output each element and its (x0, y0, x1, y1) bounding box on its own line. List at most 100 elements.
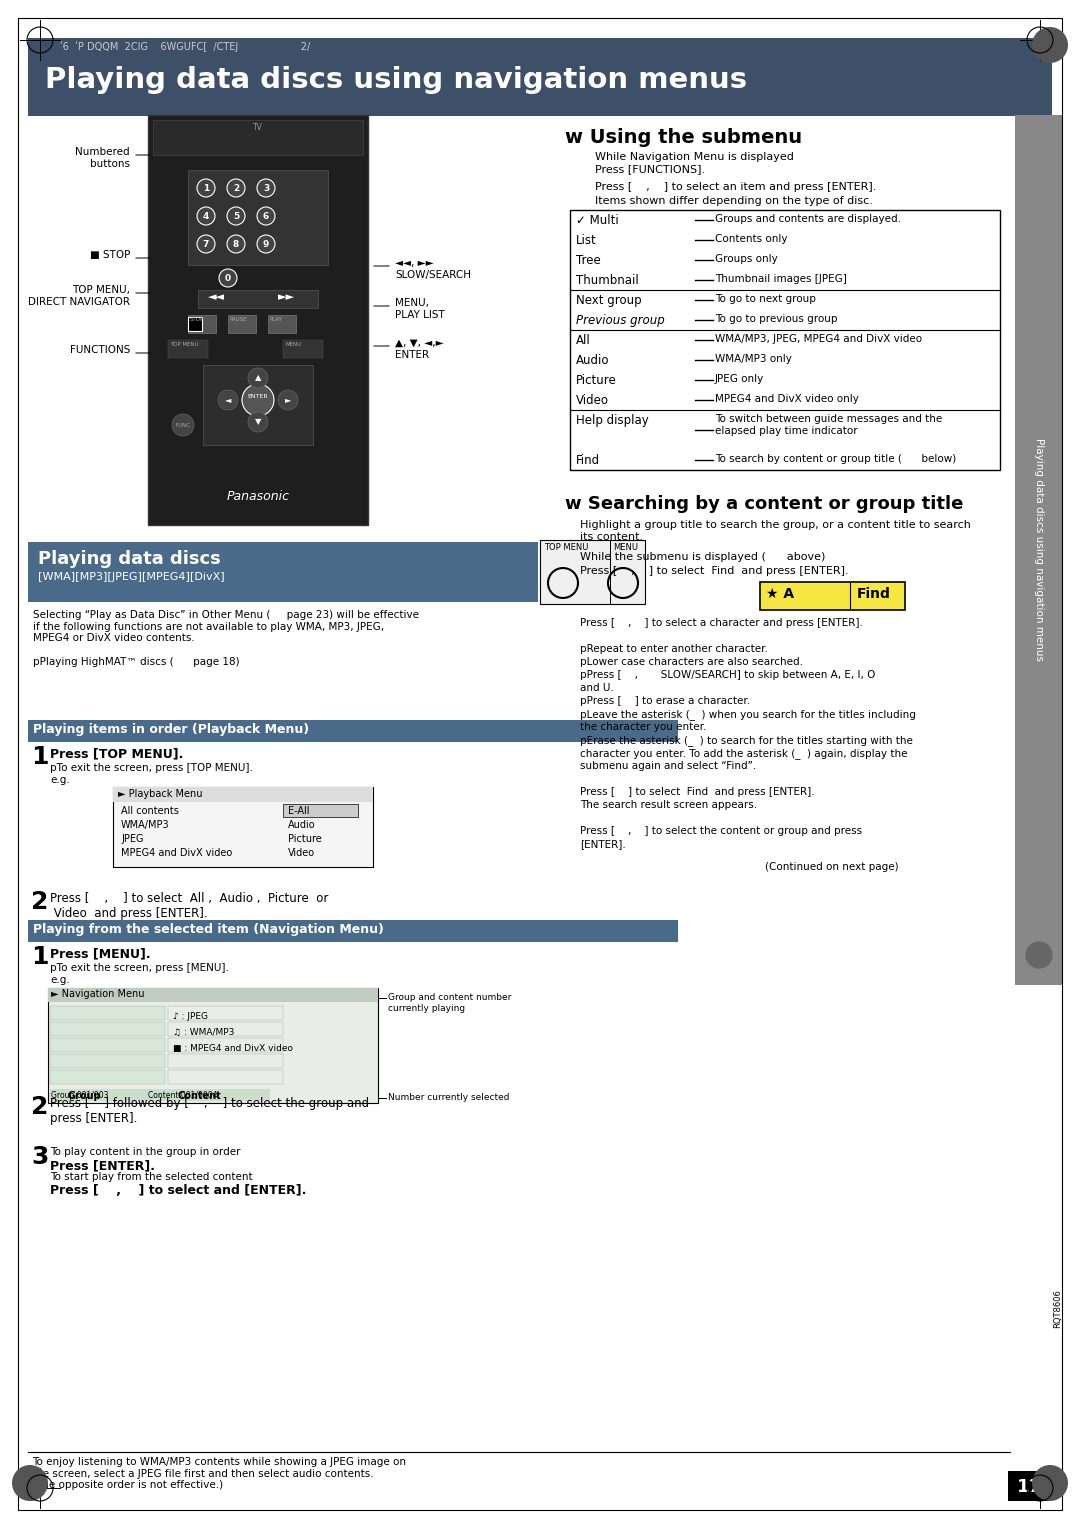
Text: Press [TOP MENU].: Press [TOP MENU]. (50, 747, 184, 759)
Text: 0: 0 (225, 274, 231, 283)
Circle shape (257, 235, 275, 254)
Text: To play content in the group in order: To play content in the group in order (50, 1148, 241, 1157)
Text: Picture: Picture (288, 834, 322, 843)
Text: RQT8606: RQT8606 (1053, 1290, 1063, 1328)
Circle shape (218, 390, 238, 410)
Bar (1008, 1471, 1050, 1500)
Text: ▼: ▼ (255, 417, 261, 426)
Text: E-All: E-All (288, 805, 310, 816)
Text: FUNCTIONS: FUNCTIONS (69, 345, 130, 354)
Text: TOP MENU: TOP MENU (544, 542, 589, 552)
Text: ♪ : JPEG: ♪ : JPEG (173, 1012, 208, 1021)
Text: Groups only: Groups only (715, 254, 778, 264)
Bar (283, 804, 357, 817)
Bar (168, 1038, 283, 1051)
Text: w Using the submenu: w Using the submenu (565, 128, 802, 147)
Text: TOP MENU,
DIRECT NAVIGATOR: TOP MENU, DIRECT NAVIGATOR (28, 286, 130, 307)
Text: ► Playback Menu: ► Playback Menu (118, 788, 203, 799)
Bar (1015, 115, 1063, 986)
Text: Group 001/003: Group 001/003 (51, 1091, 108, 1100)
Text: Panasonic: Panasonic (227, 490, 289, 503)
Text: 6: 6 (262, 212, 269, 222)
Bar (203, 365, 313, 445)
Bar (168, 1070, 283, 1083)
Text: Press [    ,    ] to select the content or group and press: Press [ , ] to select the content or gro… (580, 827, 862, 836)
Text: To go to previous group: To go to previous group (715, 313, 837, 324)
Text: pPlaying HighMAT™ discs (      page 18): pPlaying HighMAT™ discs ( page 18) (33, 657, 240, 668)
Text: pTo exit the screen, press [MENU].: pTo exit the screen, press [MENU]. (50, 963, 229, 973)
Bar (28, 58, 1052, 116)
Text: STOP: STOP (190, 316, 204, 322)
Text: 1: 1 (31, 944, 49, 969)
Bar (50, 1089, 270, 1102)
Text: Find: Find (576, 454, 600, 468)
Text: ◄◄: ◄◄ (208, 292, 225, 303)
Text: pPress [    ] to erase a character.: pPress [ ] to erase a character. (580, 695, 751, 706)
Bar (188, 315, 216, 333)
Text: Playing items in order (Playback Menu): Playing items in order (Playback Menu) (33, 723, 309, 736)
Bar (168, 341, 208, 358)
Bar (760, 582, 905, 610)
Circle shape (1032, 28, 1068, 63)
Circle shape (257, 206, 275, 225)
Bar (283, 341, 323, 358)
Text: 2: 2 (31, 889, 49, 914)
Text: Press [MENU].: Press [MENU]. (50, 947, 150, 960)
Circle shape (242, 384, 274, 416)
Text: ■ STOP: ■ STOP (90, 251, 130, 260)
Text: 2: 2 (31, 1096, 49, 1118)
Text: Selecting “Play as Data Disc” in Other Menu (     page 23) will be effective
if : Selecting “Play as Data Disc” in Other M… (33, 610, 419, 643)
Bar (148, 115, 368, 526)
Text: Thumbnail images [JPEG]: Thumbnail images [JPEG] (715, 274, 847, 284)
Text: ►►: ►► (278, 292, 295, 303)
Text: Items shown differ depending on the type of disc.: Items shown differ depending on the type… (595, 196, 873, 206)
Circle shape (278, 390, 298, 410)
Text: Picture: Picture (576, 374, 617, 387)
Text: ENTER: ENTER (247, 394, 268, 399)
Text: ► Navigation Menu: ► Navigation Menu (51, 989, 145, 999)
Text: Contents only: Contents only (715, 234, 787, 244)
Text: MENU: MENU (613, 542, 638, 552)
Text: 1: 1 (203, 183, 210, 193)
Bar (168, 1005, 283, 1021)
Text: The search result screen appears.: The search result screen appears. (580, 801, 757, 810)
Text: pLeave the asterisk (_  ) when you search for the titles including: pLeave the asterisk (_ ) when you search… (580, 709, 916, 720)
Bar (28, 920, 678, 941)
Text: w Searching by a content or group title: w Searching by a content or group title (565, 495, 963, 513)
Bar (48, 989, 378, 1002)
Text: Audio: Audio (288, 821, 315, 830)
Text: Find: Find (858, 587, 891, 601)
Text: Press [    ,    ] to select  All ,  Audio ,  Picture  or
 Video  and press [ENTE: Press [ , ] to select All , Audio , Pict… (50, 892, 328, 920)
Text: All contents: All contents (121, 805, 179, 816)
Text: While the submenu is displayed (      above): While the submenu is displayed ( above) (580, 552, 825, 562)
Text: character you enter. To add the asterisk (_  ) again, display the: character you enter. To add the asterisk… (580, 749, 907, 759)
Text: (Continued on next page): (Continued on next page) (765, 862, 899, 872)
Text: Playing data discs: Playing data discs (38, 550, 220, 568)
Text: To start play from the selected content: To start play from the selected content (50, 1172, 253, 1183)
Text: ▲: ▲ (255, 373, 261, 382)
Text: Playing data discs using navigation menus: Playing data discs using navigation menu… (45, 66, 747, 95)
Circle shape (248, 368, 268, 388)
Text: the character you enter.: the character you enter. (580, 723, 706, 732)
Circle shape (1032, 1465, 1068, 1500)
Text: 3: 3 (262, 183, 269, 193)
Bar (188, 170, 328, 264)
Text: pLower case characters are also searched.: pLower case characters are also searched… (580, 657, 804, 668)
Bar (50, 1005, 165, 1021)
Text: TOP MENU: TOP MENU (170, 342, 199, 347)
Text: Press [    ,    ] to select  Find  and press [ENTER].: Press [ , ] to select Find and press [EN… (580, 565, 849, 576)
Text: TV: TV (253, 122, 262, 131)
Text: ♫ : WMA/MP3: ♫ : WMA/MP3 (173, 1028, 234, 1038)
Text: 2: 2 (233, 183, 239, 193)
Text: Groups and contents are displayed.: Groups and contents are displayed. (715, 214, 901, 225)
Bar (50, 1070, 165, 1083)
Text: PLAY: PLAY (270, 316, 283, 322)
Text: PAUSE: PAUSE (230, 316, 247, 322)
Text: Group and content number: Group and content number (388, 993, 511, 1002)
Text: Press [    ] followed by [    ,    ] to select the group and
press [ENTER].: Press [ ] followed by [ , ] to select th… (50, 1097, 369, 1125)
Text: [ENTER].: [ENTER]. (580, 839, 625, 850)
Text: All: All (576, 335, 591, 347)
Circle shape (1025, 941, 1053, 969)
Text: WMA/MP3: WMA/MP3 (121, 821, 170, 830)
Text: JPEG only: JPEG only (715, 374, 765, 384)
